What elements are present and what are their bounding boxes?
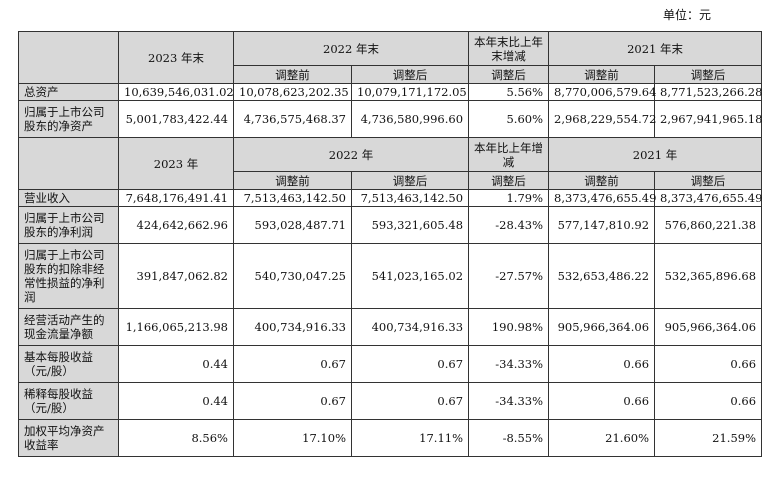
header-before-adjust: 调整前 (548, 65, 656, 84)
header-before-adjust: 调整前 (233, 171, 352, 190)
cell-value: 0.44 (118, 382, 234, 420)
cell-value: 17.11% (350, 419, 470, 457)
cell-value: 8,373,476,655.49 (548, 189, 656, 207)
row-label: 基本每股收益（元/股） (18, 345, 119, 383)
row-label: 归属于上市公司股东的净资产 (18, 100, 119, 138)
cell-value: 424,642,662.96 (118, 206, 234, 244)
cell-change: -34.33% (468, 345, 550, 383)
section2-header-row: 2023 年 2022 年 本年比上年增减 2021 年 (18, 137, 763, 190)
cell-value: 21.60% (548, 419, 656, 457)
cell-value: 7,648,176,491.41 (118, 189, 234, 207)
unit-label: 单位：元 (662, 8, 711, 22)
header-before-adjust: 调整前 (233, 65, 352, 84)
header-after-adjust: 调整后 (654, 65, 763, 84)
header-after-adjust: 调整后 (654, 171, 763, 190)
cell-change: 5.56% (468, 83, 550, 101)
cell-value: 391,847,062.82 (118, 243, 234, 309)
cell-value: 5,001,783,422.44 (118, 100, 234, 138)
cell-value: 577,147,810.92 (548, 206, 656, 244)
cell-value: 0.66 (654, 345, 763, 383)
section1-subheader-row: 调整前 调整后 调整后 调整前 调整后 (19, 65, 763, 84)
header-year-2021: 2021 年 (548, 137, 763, 172)
cell-value: 400,734,916.33 (350, 308, 470, 346)
header-year-2023-end: 2023 年末 (118, 31, 234, 84)
cell-value: 7,513,463,142.50 (233, 189, 352, 207)
header-year-2022: 2022 年 (232, 137, 470, 172)
cell-value: 532,653,486.22 (548, 243, 656, 309)
cell-value: 2,967,941,965.18 (654, 100, 762, 138)
header-change: 本年末比上年末增减 (468, 31, 550, 66)
table-row: 加权平均净资产收益率 8.56% 17.10% 17.11% -8.55% 21… (18, 419, 763, 457)
cell-value: 0.67 (350, 382, 470, 420)
header-change-adjusted: 调整后 (468, 65, 550, 84)
row-label: 归属于上市公司股东的扣除非经常性损益的净利润 (18, 243, 119, 309)
cell-value: 593,321,605.48 (350, 206, 470, 244)
cell-value: 8,771,523,266.28 (654, 83, 762, 101)
section1-header-row: 2023 年末 2022 年末 本年末比上年末增减 2021 年末 (18, 31, 763, 84)
cell-value: 10,078,623,202.35 (233, 83, 352, 101)
cell-value: 532,365,896.68 (654, 243, 763, 309)
row-label: 稀释每股收益（元/股） (18, 382, 119, 420)
header-after-adjust: 调整后 (350, 171, 470, 190)
cell-change: -27.57% (468, 243, 550, 309)
cell-value: 4,736,580,996.60 (350, 100, 470, 138)
table-row: 经营活动产生的现金流量净额 1,166,065,213.98 400,734,9… (18, 308, 763, 346)
header-change-adjusted: 调整后 (468, 171, 550, 190)
cell-value: 0.66 (654, 382, 763, 420)
table-row: 归属于上市公司股东的净资产 5,001,783,422.44 4,736,575… (18, 100, 762, 138)
cell-change: -8.55% (468, 419, 550, 457)
cell-value: 0.66 (548, 345, 656, 383)
row-label: 总资产 (18, 83, 119, 101)
cell-value: 1,166,065,213.98 (118, 308, 234, 346)
cell-value: 0.44 (118, 345, 234, 383)
cell-value: 905,966,364.06 (548, 308, 656, 346)
row-label: 营业收入 (18, 189, 119, 207)
table-row: 归属于上市公司股东的净利润 424,642,662.96 593,028,487… (18, 206, 763, 244)
header-blank (18, 31, 119, 84)
cell-value: 4,736,575,468.37 (233, 100, 352, 138)
cell-value: 541,023,165.02 (350, 243, 470, 309)
financial-table: 2023 年末 2022 年末 本年末比上年末增减 2021 年末 调整前 调整… (18, 31, 762, 457)
table-row: 稀释每股收益（元/股） 0.44 0.67 0.67 -34.33% 0.66 … (18, 382, 763, 420)
cell-value: 7,513,463,142.50 (350, 189, 470, 207)
cell-change: 1.79% (468, 189, 550, 207)
cell-value: 8.56% (118, 419, 234, 457)
table-row: 总资产 10,639,546,031.02 10,078,623,202.35 … (18, 83, 762, 101)
cell-value: 576,860,221.38 (654, 206, 763, 244)
cell-change: 190.98% (468, 308, 550, 346)
header-year-2021-end: 2021 年末 (548, 31, 763, 66)
cell-value: 905,966,364.06 (654, 308, 763, 346)
cell-value: 593,028,487.71 (233, 206, 352, 244)
table-row: 营业收入 7,648,176,491.41 7,513,463,142.50 7… (18, 189, 762, 207)
header-year-2022-end: 2022 年末 (232, 31, 470, 66)
cell-value: 0.67 (233, 382, 352, 420)
cell-value: 0.66 (548, 382, 656, 420)
row-label: 经营活动产生的现金流量净额 (18, 308, 119, 346)
cell-value: 0.67 (350, 345, 470, 383)
row-label: 加权平均净资产收益率 (18, 419, 119, 457)
cell-value: 2,968,229,554.72 (548, 100, 656, 138)
table-row: 归属于上市公司股东的扣除非经常性损益的净利润 391,847,062.82 54… (18, 243, 763, 309)
cell-change: -28.43% (468, 206, 550, 244)
cell-value: 21.59% (654, 419, 763, 457)
cell-value: 540,730,047.25 (233, 243, 352, 309)
cell-value: 8,373,476,655.49 (654, 189, 762, 207)
cell-value: 17.10% (233, 419, 352, 457)
header-blank (18, 137, 119, 190)
table-row: 基本每股收益（元/股） 0.44 0.67 0.67 -34.33% 0.66 … (18, 345, 763, 383)
header-change: 本年比上年增减 (468, 137, 550, 172)
row-label: 归属于上市公司股东的净利润 (18, 206, 119, 244)
cell-change: -34.33% (468, 382, 550, 420)
cell-value: 8,770,006,579.64 (548, 83, 656, 101)
cell-value: 0.67 (233, 345, 352, 383)
header-before-adjust: 调整前 (548, 171, 656, 190)
cell-value: 10,079,171,172.05 (350, 83, 470, 101)
header-after-adjust: 调整后 (350, 65, 470, 84)
cell-change: 5.60% (468, 100, 550, 138)
header-year-2023: 2023 年 (118, 137, 234, 190)
cell-value: 10,639,546,031.02 (118, 83, 234, 101)
cell-value: 400,734,916.33 (233, 308, 352, 346)
